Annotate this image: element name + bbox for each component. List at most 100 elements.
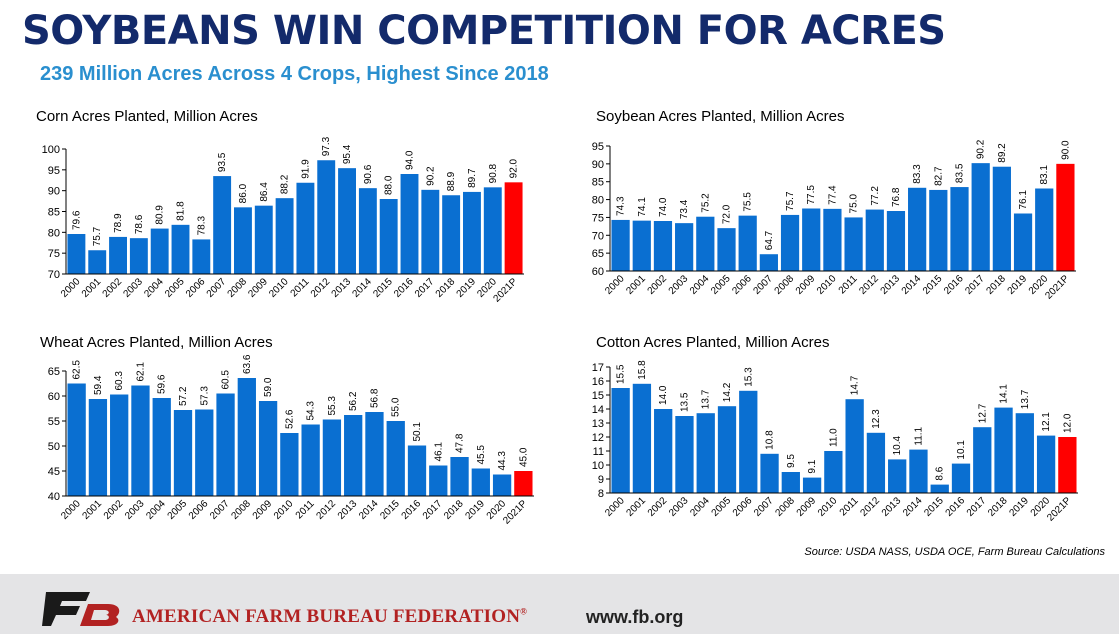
wheat-value-label: 63.6 — [242, 354, 253, 374]
wheat-value-label: 55.0 — [391, 397, 402, 417]
cotton-chart: 8 9 10 11 12 13 14 15 16 17 15.5 2000 15.8 2001 14.0 20… — [592, 360, 1078, 524]
cotton-xtick-label: 2017 — [965, 495, 989, 519]
cotton-xtick-label: 2008 — [773, 495, 797, 519]
cotton-bar — [888, 459, 907, 493]
soybean-xtick-label: 2014 — [900, 273, 924, 297]
wheat-bar — [471, 468, 490, 496]
soybean-xtick-label: 2016 — [942, 273, 966, 297]
soybean-bar — [1013, 213, 1033, 271]
wheat-ytick-label: 55 — [48, 416, 60, 428]
corn-xtick-label: 2021P — [491, 276, 519, 304]
corn-value-label: 93.5 — [217, 152, 228, 172]
cotton-xtick-label: 2018 — [986, 495, 1010, 519]
cotton-bar — [824, 451, 843, 493]
wheat-bar — [195, 409, 214, 496]
soybean-chart: 60 65 70 75 80 85 90 95 74.3 2000 74.1 2001 74.0 2002… — [592, 139, 1076, 302]
corn-xtick-label: 2010 — [267, 276, 291, 300]
soybean-value-label: 77.5 — [806, 185, 817, 205]
wheat-value-label: 56.8 — [369, 388, 380, 408]
wheat-xtick-label: 2017 — [421, 498, 445, 522]
cotton-value-label: 15.5 — [616, 364, 627, 384]
cotton-value-label: 9.5 — [786, 454, 797, 468]
corn-xtick-label: 2008 — [226, 276, 250, 300]
wheat-xtick-label: 2004 — [144, 498, 168, 522]
corn-bar — [442, 195, 461, 274]
cotton-bar — [654, 409, 673, 493]
wheat-xtick-label: 2019 — [463, 498, 487, 522]
wheat-xtick-label: 2000 — [59, 498, 83, 522]
corn-value-label: 94.0 — [405, 150, 416, 170]
corn-bar — [338, 168, 356, 274]
cotton-xtick-label: 2006 — [731, 495, 755, 519]
cotton-value-label: 10.4 — [892, 435, 903, 455]
soybean-xtick-label: 2001 — [624, 273, 648, 297]
wheat-chart: 40 45 50 55 60 65 62.5 2000 59.4 2001 60.3 2002 62.1… — [48, 354, 534, 527]
soybean-value-label: 76.8 — [891, 187, 902, 207]
soybean-xtick-label: 2018 — [984, 273, 1008, 297]
corn-xtick-label: 2002 — [101, 276, 125, 300]
soybean-xtick-label: 2013 — [879, 273, 903, 297]
cotton-xtick-label: 2015 — [922, 495, 946, 519]
wheat-bar — [344, 415, 363, 496]
corn-xtick-label: 2007 — [205, 276, 229, 300]
wheat-value-label: 50.1 — [412, 422, 423, 442]
cotton-value-label: 13.7 — [1020, 389, 1031, 409]
wheat-ytick-label: 45 — [48, 466, 60, 478]
cotton-xtick-label: 2010 — [816, 495, 840, 519]
cotton-bar — [909, 449, 928, 493]
soybean-bar — [992, 166, 1011, 271]
cotton-bar — [994, 407, 1013, 493]
cotton-bar — [866, 432, 886, 493]
soybean-ytick-label: 80 — [592, 195, 604, 207]
soybean-xtick-label: 2012 — [857, 273, 881, 297]
wheat-xtick-label: 2018 — [442, 498, 466, 522]
soybean-value-label: 72.0 — [722, 204, 733, 224]
cotton-xtick-label: 2014 — [901, 495, 925, 519]
cotton-value-label: 12.0 — [1062, 413, 1073, 433]
footer-url-link[interactable]: www.fb.org — [586, 607, 684, 627]
cotton-xtick-label: 2007 — [752, 495, 776, 519]
soybean-value-label: 74.1 — [637, 197, 648, 217]
cotton-ytick-label: 14 — [592, 404, 604, 416]
soybean-bar — [632, 220, 651, 271]
soybean-bar — [780, 214, 800, 271]
corn-ytick-label: 70 — [48, 269, 60, 281]
cotton-ytick-label: 13 — [592, 418, 604, 430]
corn-xtick-label: 2014 — [350, 276, 374, 300]
soybean-ytick-label: 85 — [592, 177, 604, 189]
soybean-xtick-label: 2002 — [646, 273, 670, 297]
wheat-xtick-label: 2007 — [208, 498, 232, 522]
cotton-value-label: 10.8 — [765, 430, 776, 450]
soybean-ytick-label: 90 — [592, 159, 604, 171]
wheat-value-label: 59.4 — [93, 375, 104, 395]
cotton-bar — [717, 406, 737, 493]
charts-canvas: 70 75 80 85 90 95 100 79.6 2000 75.7 2001 78.9 2002 7… — [42, 136, 1078, 527]
cotton-xtick-label: 2001 — [625, 495, 649, 519]
wheat-value-label: 45.0 — [518, 447, 529, 467]
corn-bar — [317, 160, 336, 274]
soybean-value-label: 77.2 — [870, 186, 881, 206]
wheat-chart-title: Wheat Acres Planted, Million Acres — [40, 334, 273, 351]
corn-value-label: 90.2 — [425, 166, 436, 186]
soybean-bar — [823, 208, 842, 271]
cotton-value-label: 11.1 — [913, 426, 924, 445]
wheat-value-label: 54.3 — [306, 401, 317, 421]
soybean-bar — [971, 163, 990, 271]
cotton-xtick-label: 2021P — [1045, 495, 1073, 523]
wheat-xtick-label: 2008 — [229, 498, 253, 522]
corn-xtick-label: 2016 — [392, 276, 416, 300]
soybean-value-label: 73.4 — [679, 199, 690, 219]
cotton-ytick-label: 12 — [592, 432, 604, 444]
wheat-value-label: 60.3 — [114, 371, 125, 391]
cotton-bar — [973, 427, 992, 493]
corn-ytick-label: 90 — [48, 186, 60, 198]
wheat-value-label: 57.2 — [178, 386, 189, 406]
corn-value-label: 80.9 — [155, 205, 166, 225]
corn-value-label: 86.4 — [259, 182, 270, 202]
cotton-value-label: 12.3 — [871, 409, 882, 429]
cotton-value-label: 14.0 — [658, 385, 669, 405]
wheat-value-label: 60.5 — [221, 370, 232, 390]
soybean-bar — [759, 254, 778, 271]
soybean-bar — [802, 208, 821, 271]
soybean-ytick-label: 65 — [592, 248, 604, 260]
